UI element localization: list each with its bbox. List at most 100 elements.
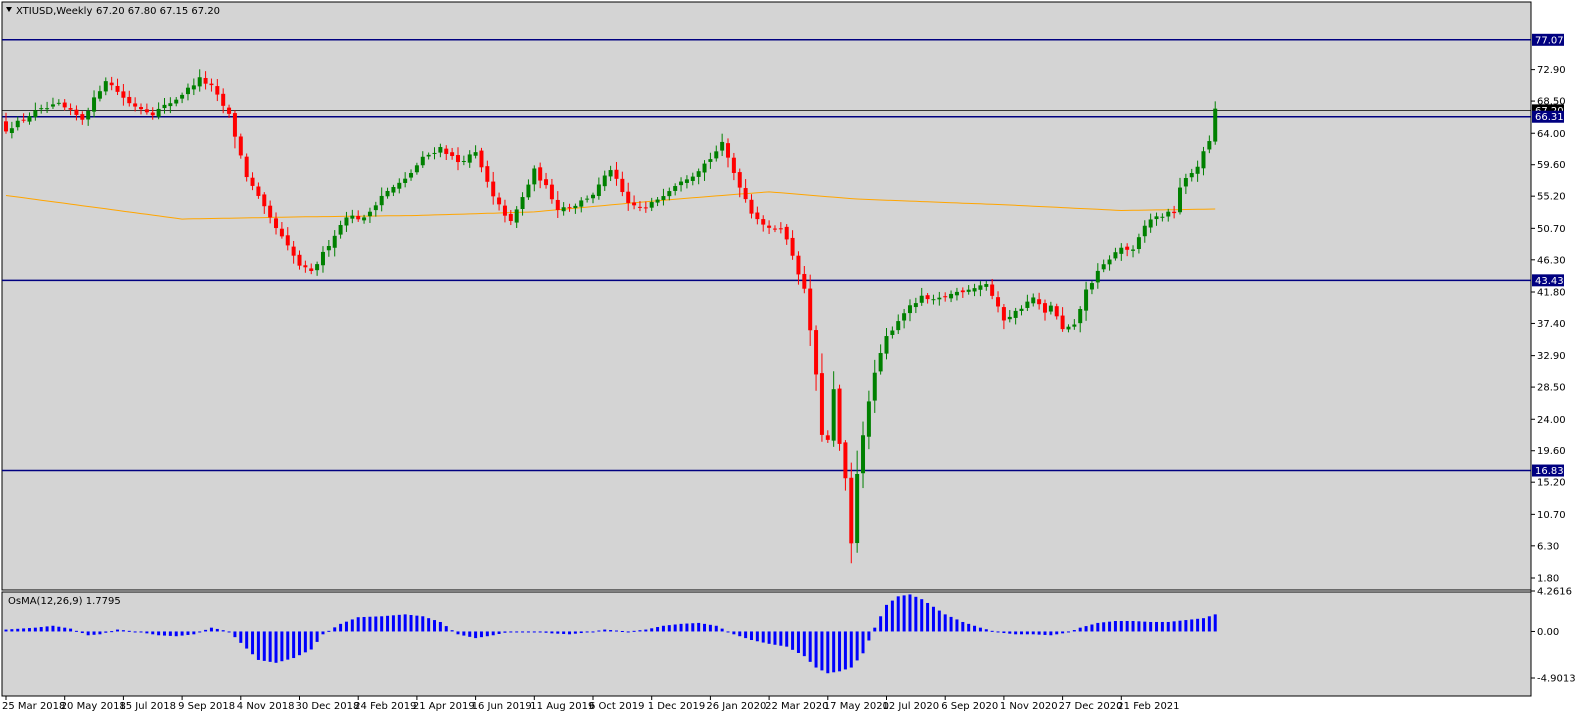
candle[interactable] xyxy=(420,151,425,168)
candle[interactable] xyxy=(661,188,666,206)
candle[interactable] xyxy=(702,160,707,181)
candle[interactable] xyxy=(97,85,102,102)
candle[interactable] xyxy=(180,92,185,104)
candle[interactable] xyxy=(156,102,161,120)
candle[interactable] xyxy=(919,287,924,306)
candle[interactable] xyxy=(15,116,20,131)
candle[interactable] xyxy=(978,281,983,297)
candle[interactable] xyxy=(526,179,531,200)
candle[interactable] xyxy=(632,195,637,210)
candle[interactable] xyxy=(1113,247,1118,261)
candle[interactable] xyxy=(708,152,713,169)
candle[interactable] xyxy=(996,291,1001,313)
candle[interactable] xyxy=(778,222,783,234)
candle[interactable] xyxy=(438,143,443,158)
main-plot-area[interactable] xyxy=(1,1,1532,591)
candle[interactable] xyxy=(684,175,689,189)
candle[interactable] xyxy=(861,421,866,489)
candle[interactable] xyxy=(843,440,848,491)
candle[interactable] xyxy=(772,225,777,233)
candle[interactable] xyxy=(907,299,912,322)
candle[interactable] xyxy=(367,207,372,223)
candle[interactable] xyxy=(1013,307,1018,325)
candle[interactable] xyxy=(549,178,554,204)
candle[interactable] xyxy=(831,371,836,447)
candle[interactable] xyxy=(1119,243,1124,261)
candle[interactable] xyxy=(1101,259,1106,273)
candle[interactable] xyxy=(673,183,678,196)
candle[interactable] xyxy=(326,239,331,257)
candle[interactable] xyxy=(502,199,507,223)
candle[interactable] xyxy=(1195,160,1200,182)
candle[interactable] xyxy=(755,206,760,225)
candle[interactable] xyxy=(1095,263,1100,289)
candle[interactable] xyxy=(943,292,948,302)
candle[interactable] xyxy=(497,192,502,211)
candle[interactable] xyxy=(990,278,995,300)
candle[interactable] xyxy=(1131,245,1136,258)
candle[interactable] xyxy=(878,344,883,375)
candle[interactable] xyxy=(614,161,619,186)
candle[interactable] xyxy=(1136,233,1141,254)
candle[interactable] xyxy=(1007,310,1012,323)
candle[interactable] xyxy=(720,133,725,157)
candle[interactable] xyxy=(1084,281,1089,321)
candle[interactable] xyxy=(1019,305,1024,316)
candle[interactable] xyxy=(825,430,830,443)
candle[interactable] xyxy=(250,172,255,191)
candle[interactable] xyxy=(391,184,396,197)
candle[interactable] xyxy=(150,107,155,120)
candle[interactable] xyxy=(279,222,284,239)
candle[interactable] xyxy=(1160,213,1165,222)
candle[interactable] xyxy=(33,102,38,121)
candle[interactable] xyxy=(626,182,631,211)
candle[interactable] xyxy=(4,112,8,134)
candle[interactable] xyxy=(743,179,748,203)
candle[interactable] xyxy=(1172,205,1177,219)
candle[interactable] xyxy=(232,110,237,149)
candle[interactable] xyxy=(74,105,79,121)
candle[interactable] xyxy=(1201,146,1206,176)
candle[interactable] xyxy=(1025,294,1030,311)
candle[interactable] xyxy=(925,293,930,304)
candle[interactable] xyxy=(649,197,654,212)
candle[interactable] xyxy=(426,152,431,160)
candle[interactable] xyxy=(303,260,308,273)
candle[interactable] xyxy=(244,153,249,182)
candle[interactable] xyxy=(27,112,32,125)
candle[interactable] xyxy=(50,97,55,109)
candle[interactable] xyxy=(1154,212,1159,226)
candle[interactable] xyxy=(1213,101,1218,145)
candle[interactable] xyxy=(1001,304,1006,330)
candle[interactable] xyxy=(960,287,965,298)
candle[interactable] xyxy=(1183,173,1188,195)
candle[interactable] xyxy=(585,195,590,203)
candle[interactable] xyxy=(174,97,179,107)
candle[interactable] xyxy=(1060,307,1065,332)
candle[interactable] xyxy=(115,78,120,96)
candle[interactable] xyxy=(555,191,560,218)
candle[interactable] xyxy=(954,287,959,301)
candle[interactable] xyxy=(731,152,736,181)
candle[interactable] xyxy=(508,209,513,226)
candle[interactable] xyxy=(39,104,44,114)
candle[interactable] xyxy=(162,97,167,114)
collapse-arrow-icon[interactable] xyxy=(6,7,12,12)
candle[interactable] xyxy=(1178,177,1182,215)
candle[interactable] xyxy=(344,211,349,232)
candle[interactable] xyxy=(479,147,484,173)
candle[interactable] xyxy=(320,246,325,273)
candle[interactable] xyxy=(238,133,243,159)
candle[interactable] xyxy=(315,261,320,276)
candle[interactable] xyxy=(197,69,202,92)
candle[interactable] xyxy=(1142,220,1147,243)
candle[interactable] xyxy=(121,84,126,106)
candle[interactable] xyxy=(1054,303,1059,320)
candle[interactable] xyxy=(1089,280,1094,295)
candle[interactable] xyxy=(256,182,261,199)
candle[interactable] xyxy=(931,294,936,305)
candle[interactable] xyxy=(133,97,138,112)
candle[interactable] xyxy=(1166,208,1171,222)
candle[interactable] xyxy=(1072,319,1077,330)
candle[interactable] xyxy=(591,192,595,204)
